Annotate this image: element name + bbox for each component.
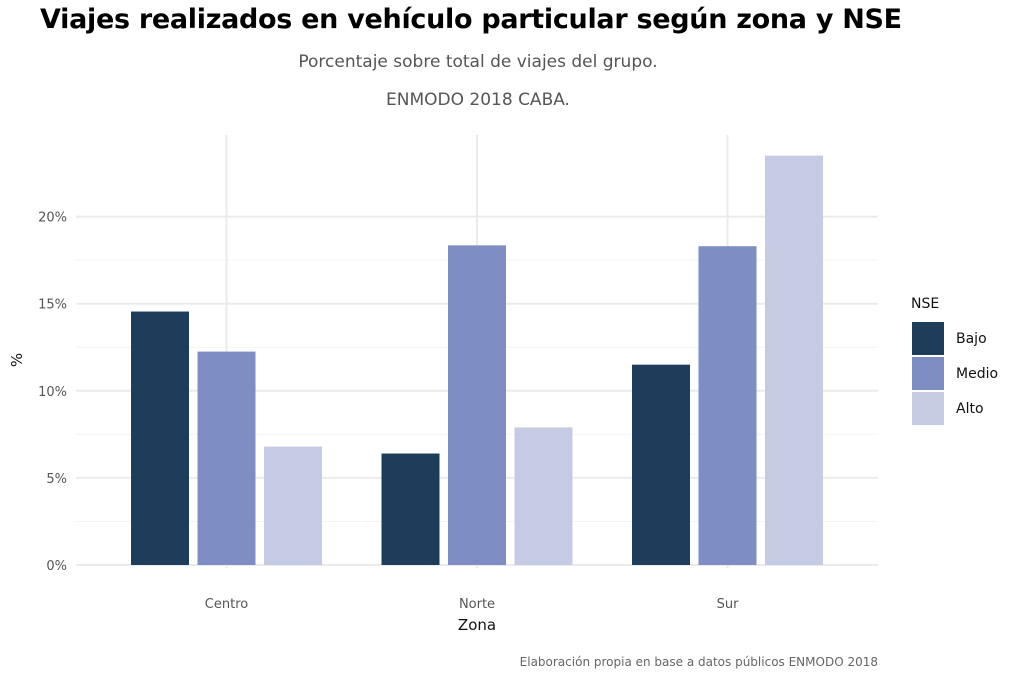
bar-norte-alto — [514, 427, 573, 565]
x-tick-label: Centro — [205, 597, 248, 612]
legend-key-medio — [912, 357, 944, 390]
y-tick-label: 10% — [38, 385, 67, 400]
chart-caption: Elaboración propia en base a datos públi… — [519, 655, 878, 669]
bar-centro-alto — [264, 446, 322, 565]
legend-label: Alto — [956, 401, 984, 417]
bar-centro-medio — [197, 351, 256, 565]
bar-sur-bajo — [632, 364, 690, 565]
legend-key-alto — [912, 392, 944, 425]
legend-title: NSE — [911, 296, 939, 312]
legend-label: Medio — [956, 366, 998, 382]
x-axis-ticks: Centro Norte Sur — [205, 597, 739, 612]
legend: NSE Bajo Medio Alto — [911, 296, 998, 425]
bar-norte-medio — [448, 245, 506, 565]
y-axis-ticks: 0% 5% 10% 15% 20% — [38, 211, 67, 574]
y-tick-label: 20% — [38, 211, 67, 226]
x-axis-title: Zona — [458, 616, 496, 634]
y-tick-label: 5% — [46, 472, 67, 487]
bar-sur-alto — [765, 155, 823, 565]
bars — [131, 155, 823, 566]
bar-sur-medio — [698, 246, 757, 566]
chart-title: Viajes realizados en vehículo particular… — [40, 4, 902, 35]
legend-label: Bajo — [956, 331, 987, 347]
x-tick-label: Sur — [717, 597, 739, 612]
chart-subtitle-line-2: ENMODO 2018 CABA. — [386, 90, 570, 110]
y-axis-title: % — [8, 353, 26, 367]
y-tick-label: 0% — [46, 559, 67, 574]
x-tick-label: Norte — [459, 597, 495, 612]
chart-subtitle-line-1: Porcentaje sobre total de viajes del gru… — [298, 52, 658, 72]
bar-norte-bajo — [381, 453, 440, 565]
bar-centro-bajo — [131, 311, 189, 565]
legend-key-bajo — [912, 322, 944, 355]
y-tick-label: 15% — [38, 298, 67, 313]
